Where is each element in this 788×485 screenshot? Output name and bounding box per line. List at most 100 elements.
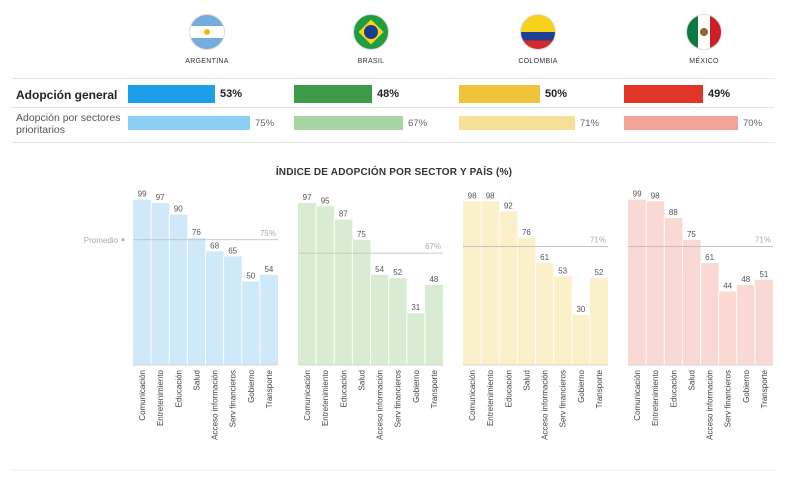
sector-bar-mexico [624, 116, 738, 130]
country-header-mexico: MÉXICO [644, 14, 764, 65]
sector-value-brasil: 67% [408, 118, 428, 129]
data-label: 87 [339, 210, 348, 219]
tick-label: Comunicación [303, 370, 312, 421]
country-name: ARGENTINA [185, 58, 229, 65]
data-label: 75 [687, 230, 696, 239]
sector-adoption-label: Adopción por sectores prioritarios [16, 112, 121, 136]
data-label: 30 [576, 305, 585, 314]
country-header-argentina: ARGENTINA [147, 14, 267, 65]
bar-brasil-4 [370, 274, 389, 365]
data-label: 75 [357, 230, 366, 239]
general-value-mexico: 49% [708, 88, 731, 100]
sector-bar-brasil [294, 116, 403, 130]
data-label: 90 [174, 205, 183, 214]
tick-label: Entretenimiento [321, 369, 330, 426]
tick-label: Salud [687, 370, 696, 390]
data-label: 98 [468, 191, 477, 200]
data-label: 97 [156, 193, 165, 202]
brazil-flag-icon [353, 14, 389, 50]
separator [12, 107, 774, 108]
bar-argentina-0 [133, 199, 152, 365]
data-label: 98 [486, 191, 495, 200]
bar-argentina-5 [223, 256, 242, 365]
bar-argentina-6 [241, 281, 260, 365]
average-label: 75% [260, 229, 276, 238]
average-label: 67% [425, 242, 441, 251]
tick-label: Acceso información [211, 370, 220, 440]
data-label: 53 [558, 267, 567, 276]
country-name: BRASIL [357, 58, 385, 65]
general-bar-colombia [459, 85, 540, 103]
tick-label: Gobierno [412, 369, 421, 402]
bar-brasil-0 [298, 203, 317, 365]
separator [12, 78, 774, 79]
tick-label: Educación [504, 370, 513, 407]
country-header-colombia: COLOMBIA [478, 14, 598, 65]
general-adoption-label: Adopción general [16, 88, 118, 102]
general-value-argentina: 53% [220, 88, 243, 100]
data-label: 50 [246, 272, 255, 281]
bar-méxico-0 [628, 199, 647, 365]
data-label: 54 [375, 265, 384, 274]
data-label: 68 [210, 241, 219, 250]
tick-label: Acceso información [541, 370, 550, 440]
promedio-label: Promedio [84, 236, 119, 245]
bar-méxico-2 [664, 218, 683, 365]
data-label: 99 [633, 190, 642, 199]
data-label: 97 [303, 193, 312, 202]
bar-méxico-5 [718, 291, 737, 365]
data-label: 61 [705, 253, 714, 262]
tick-label: Entretenimiento [156, 369, 165, 426]
data-label: 31 [411, 303, 420, 312]
tick-label: Transporte [595, 369, 604, 408]
data-label: 99 [138, 190, 147, 199]
general-value-colombia: 50% [545, 88, 568, 100]
tick-label: Serv financieros [559, 370, 568, 427]
average-label: 71% [590, 235, 606, 244]
bar-argentina-3 [187, 238, 206, 365]
promedio-dot [121, 238, 125, 242]
bar-argentina-1 [151, 203, 170, 365]
bar-brasil-5 [388, 278, 407, 365]
tick-label: Entretenimiento [486, 369, 495, 426]
bar-brasil-1 [316, 206, 335, 365]
tick-label: Salud [192, 370, 201, 390]
tick-label: Comunicación [468, 370, 477, 421]
country-name: COLOMBIA [518, 58, 558, 65]
bar-brasil-6 [406, 313, 425, 365]
tick-label: Salud [522, 370, 531, 390]
general-value-brasil: 48% [377, 88, 400, 100]
argentina-flag-icon [189, 14, 225, 50]
mexico-flag-icon [686, 14, 722, 50]
bar-colombia-6 [571, 314, 590, 365]
tick-label: Transporte [265, 369, 274, 408]
bar-argentina-2 [169, 214, 188, 365]
bar-méxico-4 [700, 263, 719, 365]
separator [12, 142, 774, 143]
tick-label: Acceso información [376, 370, 385, 440]
sector-value-mexico: 70% [743, 118, 763, 129]
bar-colombia-1 [481, 201, 500, 365]
bar-méxico-6 [736, 284, 755, 365]
sector-bar-argentina [128, 116, 250, 130]
tick-label: Salud [357, 370, 366, 390]
bar-brasil-2 [334, 219, 353, 365]
tick-label: Serv financieros [394, 370, 403, 427]
data-label: 92 [504, 201, 513, 210]
bar-colombia-2 [499, 211, 518, 365]
country-name: MÉXICO [689, 58, 719, 65]
tick-label: Gobierno [742, 369, 751, 402]
average-label: 71% [755, 235, 771, 244]
bar-méxico-3 [682, 239, 701, 366]
tick-label: Educación [339, 370, 348, 407]
data-label: 48 [741, 275, 750, 284]
data-label: 44 [723, 282, 732, 291]
data-label: 76 [192, 228, 201, 237]
data-label: 52 [393, 268, 402, 277]
bar-argentina-7 [259, 274, 278, 365]
bar-méxico-7 [754, 279, 773, 365]
tick-label: Educación [669, 370, 678, 407]
general-bar-brasil [294, 85, 372, 103]
bar-colombia-5 [553, 276, 572, 365]
